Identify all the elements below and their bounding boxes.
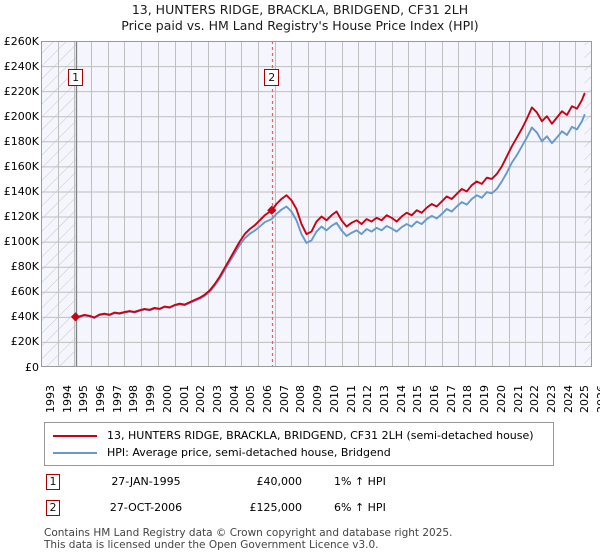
event-marker-box: 1 bbox=[68, 69, 84, 86]
y-axis-tick-label: £20K bbox=[10, 335, 39, 349]
transaction-price: £40,000 bbox=[256, 475, 303, 488]
footer-licence: This data is licensed under the Open Gov… bbox=[44, 538, 379, 551]
x-axis-tick-label: 2002 bbox=[194, 385, 208, 413]
plot-border bbox=[41, 41, 592, 367]
legend-item-hpi: HPI: Average price, semi-detached house,… bbox=[53, 445, 391, 461]
gridlines bbox=[41, 41, 592, 367]
x-axis-tick-label: 2007 bbox=[277, 385, 291, 413]
x-axis-tick-label: 2014 bbox=[394, 385, 408, 413]
title-subtitle: Price paid vs. HM Land Registry's House … bbox=[121, 18, 479, 33]
x-axis-tick-label: 1993 bbox=[44, 385, 57, 413]
y-axis-tick-label: £100K bbox=[3, 235, 39, 249]
x-axis-tick-label: 2016 bbox=[428, 385, 442, 413]
x-axis-tick-label: 2022 bbox=[528, 385, 542, 413]
series-lines bbox=[74, 92, 586, 319]
event-marker-lines bbox=[75, 41, 274, 367]
y-axis-tick-label: £40K bbox=[10, 310, 39, 324]
y-axis-tick-label: £220K bbox=[3, 84, 39, 98]
x-axis-tick-label: 1995 bbox=[77, 385, 91, 413]
y-axis-tick-label: £60K bbox=[10, 285, 39, 299]
x-axis-tick-label: 1999 bbox=[144, 385, 158, 413]
y-axis-tick-label: £0 bbox=[25, 360, 39, 374]
title-address: 13, HUNTERS RIDGE, BRACKLA, BRIDGEND, CF… bbox=[131, 2, 469, 17]
x-axis-tick-label: 2005 bbox=[244, 385, 258, 413]
transaction-price: £125,000 bbox=[249, 501, 303, 514]
x-axis-tick-label: 2000 bbox=[160, 385, 174, 413]
transaction-hpi-delta: 1% ↑ HPI bbox=[334, 475, 386, 488]
x-axis-tick-label: 2009 bbox=[311, 385, 325, 413]
x-axis-tick-label: 2001 bbox=[177, 385, 191, 413]
chart-legend: 13, HUNTERS RIDGE, BRACKLA, BRIDGEND, CF… bbox=[44, 422, 554, 466]
x-axis-tick-label: 2023 bbox=[544, 385, 558, 413]
event-marker-box: 2 bbox=[264, 69, 280, 86]
transaction-hpi-delta: 6% ↑ HPI bbox=[334, 501, 386, 514]
x-axis-tick-label: 2017 bbox=[444, 385, 458, 413]
x-axis-tick-label: 2010 bbox=[327, 385, 341, 413]
x-axis-tick-label: 1994 bbox=[60, 385, 74, 413]
attribution-footer: Contains HM Land Registry data © Crown c… bbox=[44, 527, 584, 551]
x-axis-tick-label: 2024 bbox=[561, 385, 575, 413]
sale-point-markers bbox=[70, 205, 277, 322]
table-row: 1 27-JAN-1995 £40,000 1% ↑ HPI bbox=[44, 474, 464, 494]
x-axis-tick-label: 2008 bbox=[294, 385, 308, 413]
legend-label-hpi: HPI: Average price, semi-detached house,… bbox=[107, 446, 391, 459]
x-axis-tick-label: 2020 bbox=[494, 385, 508, 413]
y-axis-labels: £0 £20K £40K £60K £80K £100K £120K £140K £160K £1… bbox=[0, 36, 39, 373]
x-axis-tick-label: 2013 bbox=[377, 385, 391, 413]
table-row: 2 27-OCT-2006 £125,000 6% ↑ HPI bbox=[44, 500, 464, 520]
x-axis-tick-label: 1997 bbox=[110, 385, 124, 413]
x-axis-tick-label: 2015 bbox=[411, 385, 425, 413]
x-axis-tick-label: 1998 bbox=[127, 385, 141, 413]
x-axis-tick-label: 2003 bbox=[210, 385, 224, 413]
x-axis-tick-label: 2026 bbox=[595, 385, 600, 413]
transaction-date: 27-OCT-2006 bbox=[109, 501, 183, 514]
legend-item-property: 13, HUNTERS RIDGE, BRACKLA, BRIDGEND, CF… bbox=[53, 428, 534, 444]
y-axis-tick-label: £260K bbox=[3, 34, 39, 48]
footer-copyright: Contains HM Land Registry data © Crown c… bbox=[44, 527, 453, 539]
transaction-date: 27-JAN-1995 bbox=[111, 475, 181, 488]
y-axis-tick-label: £140K bbox=[3, 184, 39, 198]
line-swatch-icon bbox=[53, 435, 97, 437]
x-axis-tick-label: 2004 bbox=[227, 385, 241, 413]
x-axis-labels: 1993 1994 1995 1996 1997 1998 1999 2000 2001 2002… bbox=[41, 369, 600, 415]
transaction-list: 1 27-JAN-1995 £40,000 1% ↑ HPI 2 27-OCT-… bbox=[44, 474, 464, 522]
y-axis-tick-label: £120K bbox=[3, 210, 39, 224]
x-axis-tick-label: 2025 bbox=[578, 385, 592, 413]
transaction-index-badge: 1 bbox=[46, 474, 60, 490]
x-axis-tick-label: 1996 bbox=[94, 385, 108, 413]
transaction-index-badge: 2 bbox=[46, 500, 60, 516]
x-axis-tick-label: 2006 bbox=[261, 385, 275, 413]
x-axis-tick-label: 2021 bbox=[511, 385, 525, 413]
x-axis-tick-label: 2018 bbox=[461, 385, 475, 413]
x-axis-tick-label: 2011 bbox=[344, 385, 358, 413]
y-axis-tick-label: £240K bbox=[3, 59, 39, 73]
x-axis-tick-label: 2019 bbox=[478, 385, 492, 413]
y-axis-tick-label: £160K bbox=[3, 159, 39, 173]
x-axis-tick-label: 2012 bbox=[361, 385, 375, 413]
chart-plot-area bbox=[41, 41, 592, 367]
y-axis-tick-label: £200K bbox=[3, 109, 39, 123]
page-title: 13, HUNTERS RIDGE, BRACKLA, BRIDGEND, CF… bbox=[0, 2, 600, 34]
y-axis-tick-label: £180K bbox=[3, 134, 39, 148]
line-swatch-icon bbox=[53, 452, 97, 454]
chart-svg bbox=[41, 41, 592, 367]
y-axis-tick-label: £80K bbox=[10, 260, 39, 274]
legend-label-property: 13, HUNTERS RIDGE, BRACKLA, BRIDGEND, CF… bbox=[107, 429, 534, 442]
